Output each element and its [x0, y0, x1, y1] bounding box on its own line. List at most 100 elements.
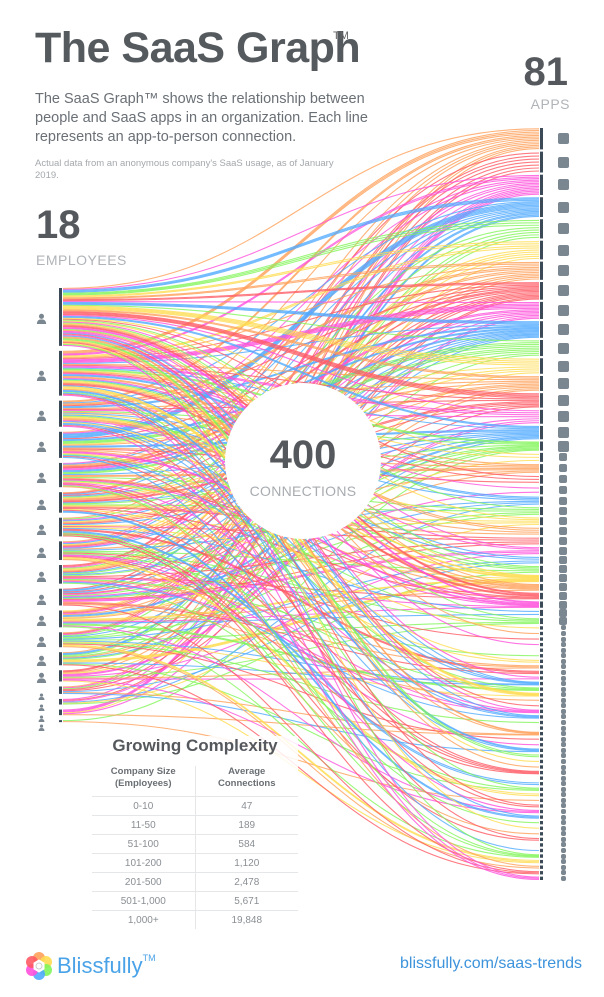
employee-bar: [59, 632, 62, 648]
app-bar: [540, 151, 543, 173]
employee-bar: [59, 698, 62, 705]
app-bar: [540, 507, 543, 516]
app-bar: [540, 219, 543, 239]
app-bar: [540, 871, 543, 875]
app-bar: [540, 197, 543, 218]
person-icon: [38, 687, 45, 705]
app-square-icon: [560, 731, 566, 737]
connections-label: CONNECTIONS: [249, 483, 357, 499]
app-bar: [540, 409, 543, 424]
app-bar: [540, 670, 543, 675]
app-bar: [540, 464, 543, 473]
blissfully-logo[interactable]: Blissfully TM: [24, 951, 156, 981]
app-bar: [540, 393, 543, 408]
person-icon: [36, 497, 47, 515]
app-square-icon: [557, 201, 569, 213]
app-bar: [540, 676, 543, 680]
app-bar: [540, 556, 543, 564]
col2-line2: Connections: [217, 778, 276, 789]
app-square-icon: [559, 608, 567, 617]
app-square-icon: [560, 636, 566, 642]
person-icon: [36, 439, 47, 457]
person-icon: [36, 368, 47, 386]
app-square-icon: [557, 342, 569, 354]
app-square-icon: [560, 692, 566, 698]
description: The SaaS Graph™ shows the relationship b…: [35, 91, 368, 145]
employee-bar: [59, 517, 62, 537]
apps-label: APPS: [530, 96, 570, 112]
app-bar: [540, 654, 543, 658]
growing-complexity-table: Growing Complexity Company Size (Employee…: [92, 736, 298, 929]
table-row: 101-200 1,120: [92, 853, 298, 873]
app-bar: [540, 832, 543, 836]
employee-bar: [59, 288, 62, 346]
app-square-icon: [560, 714, 566, 720]
cell-avg: 5,671: [195, 891, 298, 911]
app-square-icon: [560, 697, 566, 703]
person-icon: [36, 569, 47, 587]
app-square-icon: [560, 870, 566, 876]
app-square-icon: [559, 600, 567, 609]
person-icon: [36, 311, 47, 329]
app-bar: [540, 575, 543, 582]
employee-bar: [59, 462, 62, 488]
app-bar: [540, 798, 543, 803]
app-square-icon: [560, 842, 566, 848]
app-bar: [540, 601, 543, 608]
app-bar: [540, 681, 543, 686]
app-square-icon: [560, 758, 566, 764]
app-bar: [540, 765, 543, 769]
app-bar: [540, 584, 543, 591]
app-bar: [540, 496, 543, 505]
person-icon: [36, 592, 47, 610]
app-square-icon: [559, 517, 567, 526]
brand-name: Blissfully: [57, 953, 143, 978]
app-square-icon: [560, 703, 566, 709]
app-bar: [540, 537, 543, 545]
app-square-icon: [560, 747, 566, 753]
app-bar: [540, 174, 543, 196]
table-row: 501-1,000 5,671: [92, 891, 298, 911]
app-square-icon: [560, 853, 566, 859]
flower-logo-icon: [26, 952, 52, 980]
app-bar: [540, 485, 543, 495]
app-bar: [540, 848, 543, 853]
person-icon: [36, 670, 47, 688]
person-icon: [38, 718, 45, 736]
col2-line1: Average: [228, 766, 266, 777]
app-bar: [540, 475, 543, 484]
table-row: 201-500 2,478: [92, 872, 298, 892]
saas-trends-link[interactable]: blissfully.com/saas-trends: [400, 955, 582, 972]
employee-bar: [59, 686, 62, 694]
app-square-icon: [557, 223, 569, 235]
person-icon: [36, 408, 47, 426]
person-icon: [38, 709, 45, 727]
app-square-icon: [560, 859, 566, 865]
employee-bar: [59, 541, 62, 561]
employee-bar: [59, 610, 62, 628]
app-square-icon: [560, 742, 566, 748]
employee-bar: [59, 400, 62, 427]
app-square-icon: [559, 464, 567, 473]
app-square-icon: [559, 556, 567, 565]
app-square-icon: [560, 792, 566, 798]
app-square-icon: [557, 285, 569, 297]
cell-size: 0-10: [92, 796, 196, 816]
table-row: 51-100 584: [92, 834, 298, 854]
connections-badge: 400 CONNECTIONS: [225, 383, 381, 539]
app-square-icon: [557, 265, 569, 277]
app-bar: [540, 787, 543, 791]
app-square-icon: [560, 781, 566, 787]
app-bar: [540, 637, 543, 641]
cell-avg: 189: [195, 815, 298, 835]
app-bar: [540, 820, 543, 825]
app-square-icon: [559, 583, 567, 592]
connections-count: 400: [269, 433, 337, 477]
employee-bar: [59, 670, 62, 682]
app-square-icon: [559, 592, 567, 601]
table-title: Growing Complexity: [112, 736, 278, 755]
app-bar: [540, 759, 543, 764]
person-icon: [36, 545, 47, 563]
app-bar: [540, 321, 543, 338]
app-bar: [540, 737, 543, 741]
